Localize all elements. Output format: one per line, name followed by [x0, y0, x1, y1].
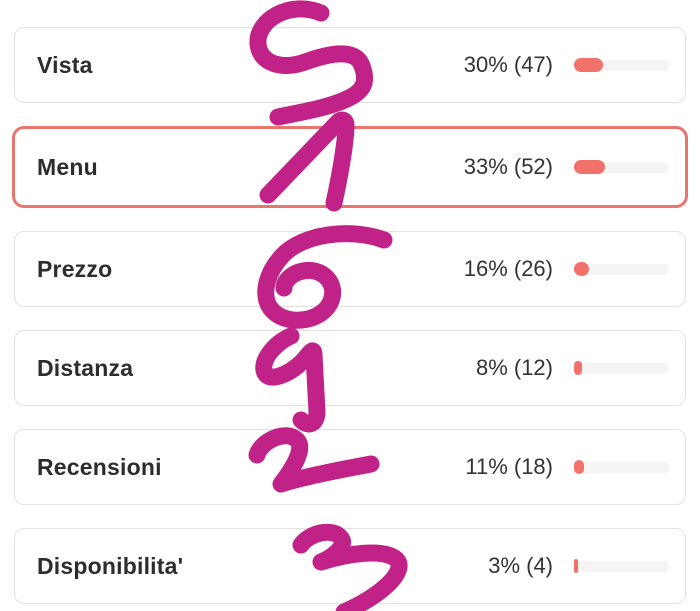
poll-option-card-vista[interactable]: Vista 30% (47) — [14, 27, 686, 103]
poll-options-list: Vista 30% (47) Menu 33% (52) Prezzo 16% … — [0, 27, 700, 604]
poll-option-label: Recensioni — [37, 453, 162, 480]
progress-bar-track — [574, 559, 669, 573]
progress-bar-fill — [574, 559, 578, 573]
poll-option-card-recensioni[interactable]: Recensioni 11% (18) — [14, 429, 686, 505]
poll-option-label: Prezzo — [37, 255, 113, 282]
poll-option-label: Disponibilita' — [37, 552, 184, 579]
poll-option-stats: 11% (18) — [465, 454, 553, 479]
poll-option-stats: 8% (12) — [475, 355, 553, 380]
progress-bar-fill — [574, 460, 584, 474]
progress-bar-track — [574, 160, 669, 174]
progress-bar-fill — [574, 58, 603, 72]
progress-bar-track — [574, 460, 669, 474]
poll-option-label: Menu — [37, 153, 98, 180]
progress-bar-fill — [574, 361, 582, 375]
poll-option-stats: 33% (52) — [463, 154, 553, 179]
poll-option-card-menu[interactable]: Menu 33% (52) — [12, 126, 688, 208]
progress-bar-fill — [574, 262, 589, 276]
progress-bar-track — [574, 262, 669, 276]
poll-option-stats: 3% (4) — [488, 553, 553, 578]
progress-bar-fill — [574, 160, 605, 174]
poll-option-label: Vista — [37, 51, 93, 78]
poll-option-card-prezzo[interactable]: Prezzo 16% (26) — [14, 231, 686, 307]
progress-bar-track — [574, 58, 669, 72]
poll-option-stats: 30% (47) — [463, 52, 553, 77]
poll-option-card-disponibilita[interactable]: Disponibilita' 3% (4) — [14, 528, 686, 604]
progress-bar-track — [574, 361, 669, 375]
poll-option-label: Distanza — [37, 354, 134, 381]
poll-option-stats: 16% (26) — [463, 256, 553, 281]
poll-option-card-distanza[interactable]: Distanza 8% (12) — [14, 330, 686, 406]
